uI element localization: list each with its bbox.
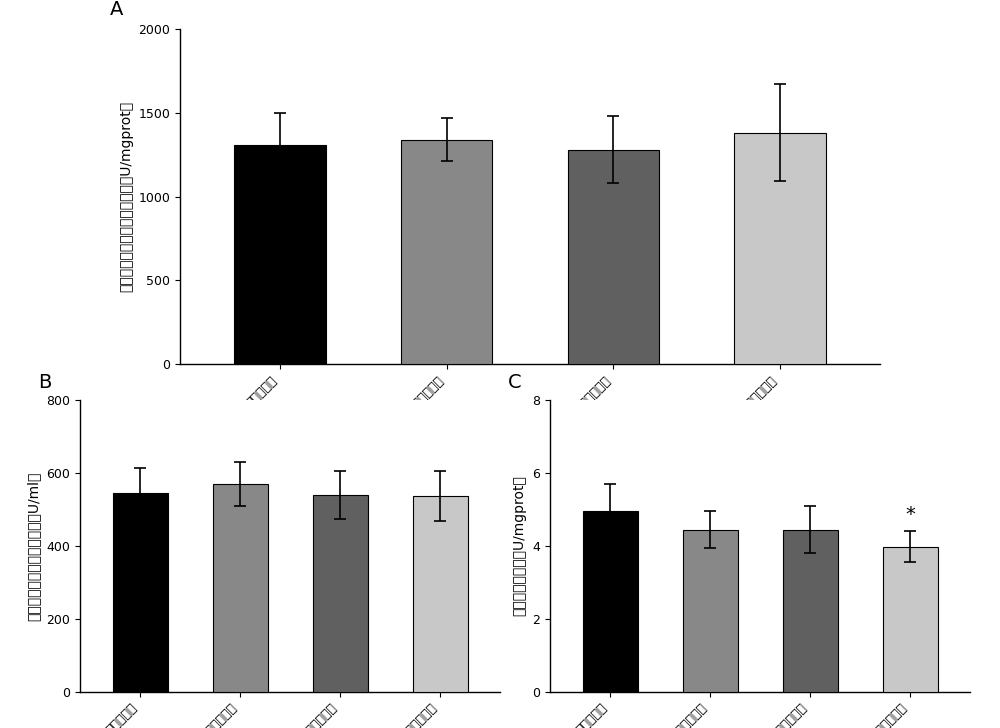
- Bar: [883, 547, 938, 692]
- Bar: [312, 495, 368, 692]
- Bar: [582, 511, 638, 692]
- Bar: [401, 140, 492, 364]
- Y-axis label: 肝脏总超氧化物歧化酶活力（U/ml）: 肝脏总超氧化物歧化酶活力（U/ml）: [27, 471, 41, 621]
- Text: A: A: [110, 0, 123, 19]
- Y-axis label: 肝脏谷胱甘肽过氧化物酶活力（U/mgprot）: 肝脏谷胱甘肽过氧化物酶活力（U/mgprot）: [119, 101, 133, 292]
- Bar: [568, 150, 659, 364]
- Bar: [413, 496, 468, 692]
- Text: *: *: [905, 505, 915, 524]
- Bar: [782, 529, 838, 692]
- Bar: [112, 494, 168, 692]
- Y-axis label: 肝脏丙二醛含量（U/mgprot）: 肝脏丙二醛含量（U/mgprot）: [513, 475, 527, 617]
- Bar: [734, 133, 826, 364]
- Text: C: C: [508, 373, 522, 392]
- Text: B: B: [38, 373, 51, 392]
- Bar: [234, 145, 326, 364]
- Bar: [682, 529, 738, 692]
- Bar: [212, 484, 268, 692]
